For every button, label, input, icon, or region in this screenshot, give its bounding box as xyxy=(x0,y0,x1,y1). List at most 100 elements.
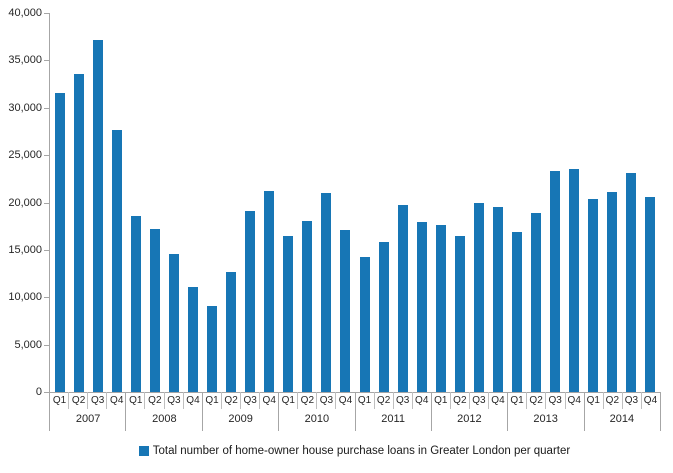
x-quarter-label: Q3 xyxy=(243,395,257,406)
y-axis-line xyxy=(49,13,50,431)
quarter-separator-line xyxy=(297,392,299,409)
bar-2010-Q2 xyxy=(302,221,313,392)
x-year-label: 2007 xyxy=(75,413,101,425)
x-quarter-label: Q2 xyxy=(224,395,238,406)
year-separator-line xyxy=(660,392,661,431)
x-quarter-label: Q2 xyxy=(300,395,315,406)
x-year-label: 2014 xyxy=(609,413,635,425)
y-tick-mark xyxy=(44,344,49,346)
x-quarter-label: Q4 xyxy=(491,395,505,406)
x-quarter-label: Q3 xyxy=(624,395,639,406)
x-quarter-label: Q3 xyxy=(90,395,105,406)
x-year-label: 2009 xyxy=(228,413,253,425)
bar-2014-Q1 xyxy=(588,198,599,392)
x-quarter-label: Q3 xyxy=(548,395,562,406)
bar-slot xyxy=(260,13,279,392)
quarter-separator-line xyxy=(144,392,146,409)
x-year-label: 2012 xyxy=(457,413,482,425)
bar-2011-Q3 xyxy=(397,205,408,392)
bar-2013-Q4 xyxy=(569,169,580,392)
bar-2009-Q4 xyxy=(264,191,275,392)
bar-2009-Q1 xyxy=(207,305,218,392)
bar-2010-Q4 xyxy=(340,229,351,392)
x-year-label: 2008 xyxy=(152,413,177,425)
x-quarter-label: Q3 xyxy=(167,395,181,406)
bar-2011-Q1 xyxy=(359,257,370,392)
quarter-separator-line xyxy=(621,392,623,409)
x-quarter-label: Q1 xyxy=(434,395,448,406)
x-year-label: 2010 xyxy=(304,413,330,425)
bar-2014-Q2 xyxy=(607,192,618,392)
bar-slot xyxy=(88,13,107,392)
bar-2011-Q2 xyxy=(378,242,389,392)
y-tick-label: 35,000 xyxy=(8,54,42,67)
bar-slot xyxy=(374,13,393,392)
y-tick-mark xyxy=(44,249,49,251)
bar-slot xyxy=(412,13,431,392)
y-tick-mark xyxy=(44,107,49,109)
x-axis-line xyxy=(44,392,661,393)
y-tick-label: 5,000 xyxy=(14,338,42,351)
quarter-separator-line xyxy=(411,392,413,409)
bar-slot xyxy=(469,13,488,392)
quarter-separator-line xyxy=(163,392,165,409)
x-year-label: 2011 xyxy=(381,413,405,425)
bar-slot xyxy=(164,13,183,392)
bar-slot xyxy=(145,13,164,392)
bar-slot xyxy=(584,13,603,392)
y-tick-mark xyxy=(44,13,49,14)
bar-2007-Q4 xyxy=(111,129,122,392)
x-quarter-label: Q4 xyxy=(567,395,581,406)
bar-slot xyxy=(508,13,527,392)
bar-slot xyxy=(603,13,622,392)
bar-slot xyxy=(222,13,241,392)
bar-slot xyxy=(336,13,355,392)
bar-2008-Q4 xyxy=(187,286,198,392)
quarter-separator-line xyxy=(106,392,108,409)
bar-2014-Q4 xyxy=(645,196,656,392)
quarter-separator-line xyxy=(239,392,241,409)
bar-2008-Q3 xyxy=(168,253,179,392)
bar-slot xyxy=(203,13,222,392)
x-quarter-label: Q3 xyxy=(472,395,486,406)
y-tick-label: 0 xyxy=(35,386,42,398)
x-quarter-label: Q4 xyxy=(262,395,276,406)
x-quarter-label: Q2 xyxy=(148,395,162,406)
quarter-separator-line xyxy=(602,392,604,409)
bar-2007-Q1 xyxy=(54,92,65,392)
bar-slot xyxy=(527,13,546,392)
quarter-separator-line xyxy=(449,392,451,409)
y-tick-label: 20,000 xyxy=(8,196,42,209)
quarter-separator-line xyxy=(335,392,337,409)
x-quarter-label: Q4 xyxy=(338,395,353,406)
bar-slot xyxy=(393,13,412,392)
x-quarter-label: Q4 xyxy=(643,395,658,406)
quarter-separator-line xyxy=(373,392,375,409)
quarter-separator-line xyxy=(259,392,261,409)
x-quarter-label: Q4 xyxy=(110,395,124,406)
year-separator-line xyxy=(430,392,432,431)
bar-slot xyxy=(126,13,145,392)
year-separator-line xyxy=(278,392,280,431)
y-tick-label: 15,000 xyxy=(8,243,42,256)
bar-2012-Q3 xyxy=(473,203,484,392)
x-quarter-label: Q1 xyxy=(129,395,143,406)
bar-2007-Q3 xyxy=(92,39,103,392)
bar-2013-Q1 xyxy=(512,231,523,392)
x-quarter-label: Q3 xyxy=(319,395,334,406)
bar-slot xyxy=(355,13,374,392)
quarter-separator-line xyxy=(182,392,184,409)
quarter-separator-line xyxy=(316,392,318,409)
x-quarter-label: Q2 xyxy=(529,395,543,406)
bar-2008-Q2 xyxy=(149,229,160,392)
x-quarter-label: Q2 xyxy=(71,395,86,406)
quarter-separator-line xyxy=(545,392,547,409)
bar-slot xyxy=(298,13,317,392)
bar-slot xyxy=(565,13,584,392)
quarter-separator-line xyxy=(392,392,394,409)
bar-slot xyxy=(107,13,126,392)
bar-2009-Q3 xyxy=(245,211,256,392)
bar-2013-Q3 xyxy=(550,171,561,392)
quarter-separator-line xyxy=(564,392,566,409)
x-year-label: 2013 xyxy=(533,413,558,425)
